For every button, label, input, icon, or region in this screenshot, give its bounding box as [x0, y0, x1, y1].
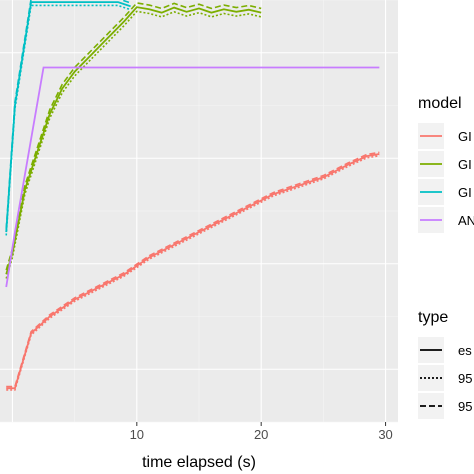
series-0-line: [6, 153, 380, 390]
series-0-upper-line: [6, 151, 380, 388]
legend-label: AN: [458, 213, 474, 228]
grid: [0, 0, 398, 423]
series-0-lower-line: [6, 154, 380, 391]
legend-model: model GI GI GI AN: [418, 95, 474, 233]
legend-key-bg: [418, 365, 444, 391]
series-2-line: [5, 1, 131, 233]
legend-title: type: [418, 309, 448, 326]
series-layer: [5, 0, 380, 391]
series-1-upper-line: [5, 2, 262, 271]
legend-label: 95: [458, 399, 472, 414]
x-tick-label: 20: [254, 427, 268, 442]
legend-label: es: [458, 343, 472, 358]
series-3: [5, 66, 380, 288]
legend: model GI GI GI AN type es 95 95: [418, 95, 474, 419]
legend-label: GI: [458, 185, 472, 200]
series-2: [5, 0, 131, 236]
legend-type: type es 95 95: [418, 309, 472, 419]
x-tick-label: 10: [130, 427, 144, 442]
legend-label: GI: [458, 129, 472, 144]
series-1-lower-line: [5, 10, 262, 279]
legend-label: GI: [458, 157, 472, 172]
series-1: [5, 2, 262, 279]
x-tick-label: 30: [378, 427, 392, 442]
x-axis: 10 20 30: [130, 422, 393, 442]
series-1-line: [5, 6, 262, 275]
x-axis-title: time elapsed (s): [142, 454, 256, 471]
legend-label: 95: [458, 371, 472, 386]
legend-title: model: [418, 95, 462, 112]
series-3-line: [5, 66, 380, 288]
series-0: [6, 151, 380, 391]
